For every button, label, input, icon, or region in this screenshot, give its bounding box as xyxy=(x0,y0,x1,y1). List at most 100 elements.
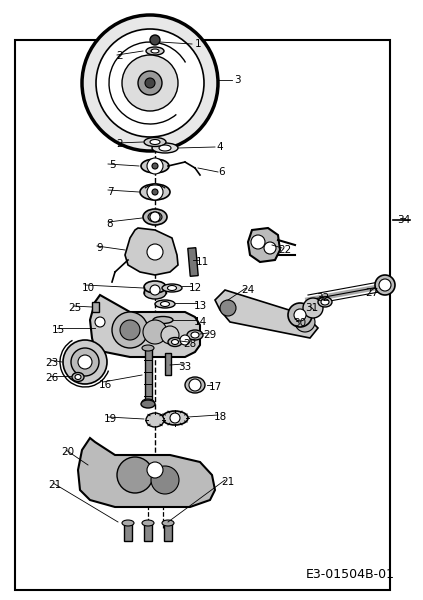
Text: 27: 27 xyxy=(365,288,379,298)
Circle shape xyxy=(180,335,190,345)
Text: 24: 24 xyxy=(242,285,255,295)
Ellipse shape xyxy=(151,49,159,53)
Circle shape xyxy=(220,300,236,316)
Ellipse shape xyxy=(168,337,182,346)
Text: 6: 6 xyxy=(219,167,225,177)
Text: 2: 2 xyxy=(117,51,124,61)
Text: 29: 29 xyxy=(203,330,217,340)
Circle shape xyxy=(303,298,323,318)
Ellipse shape xyxy=(160,301,170,307)
Circle shape xyxy=(150,35,160,45)
Circle shape xyxy=(143,320,167,344)
Circle shape xyxy=(96,29,204,137)
Text: 1: 1 xyxy=(195,39,201,49)
Circle shape xyxy=(150,285,160,295)
Ellipse shape xyxy=(187,330,203,340)
Text: 20: 20 xyxy=(61,447,74,457)
Ellipse shape xyxy=(146,47,164,55)
Ellipse shape xyxy=(75,374,81,379)
Text: 15: 15 xyxy=(51,325,65,335)
Ellipse shape xyxy=(144,137,166,146)
Text: 4: 4 xyxy=(217,142,223,152)
Ellipse shape xyxy=(153,317,173,323)
Ellipse shape xyxy=(142,345,154,351)
Text: 7: 7 xyxy=(107,187,113,197)
Circle shape xyxy=(147,244,163,260)
Ellipse shape xyxy=(162,284,182,292)
Text: 11: 11 xyxy=(195,257,209,267)
Text: 33: 33 xyxy=(179,362,192,372)
Text: 21: 21 xyxy=(221,477,235,487)
Circle shape xyxy=(375,275,395,295)
Circle shape xyxy=(251,235,265,249)
Bar xyxy=(165,353,171,375)
Circle shape xyxy=(71,348,99,376)
Circle shape xyxy=(152,189,158,195)
Circle shape xyxy=(63,340,107,384)
Ellipse shape xyxy=(185,377,205,393)
Ellipse shape xyxy=(155,300,175,308)
Circle shape xyxy=(145,78,155,88)
Text: 34: 34 xyxy=(397,215,411,225)
Circle shape xyxy=(150,212,160,222)
Bar xyxy=(144,523,152,541)
Circle shape xyxy=(379,279,391,291)
Text: 9: 9 xyxy=(97,243,103,253)
Circle shape xyxy=(78,355,92,369)
Text: 28: 28 xyxy=(184,339,197,349)
Bar xyxy=(91,302,99,312)
Text: 25: 25 xyxy=(69,303,82,313)
Circle shape xyxy=(147,158,163,174)
Text: 18: 18 xyxy=(213,412,227,422)
Text: E3-01504B-01: E3-01504B-01 xyxy=(305,569,395,581)
Ellipse shape xyxy=(143,209,167,225)
Text: 10: 10 xyxy=(82,283,95,293)
Ellipse shape xyxy=(144,281,166,293)
Text: 19: 19 xyxy=(103,414,117,424)
Ellipse shape xyxy=(318,297,332,307)
Polygon shape xyxy=(125,228,178,275)
Circle shape xyxy=(189,379,201,391)
Ellipse shape xyxy=(141,159,169,173)
Text: 2: 2 xyxy=(117,139,124,149)
Ellipse shape xyxy=(150,139,160,145)
Ellipse shape xyxy=(152,143,178,153)
Circle shape xyxy=(294,309,306,321)
Ellipse shape xyxy=(159,145,171,151)
Bar xyxy=(188,248,198,276)
Text: 22: 22 xyxy=(278,245,291,255)
Ellipse shape xyxy=(122,520,134,526)
Ellipse shape xyxy=(142,520,154,526)
Circle shape xyxy=(120,320,140,340)
Circle shape xyxy=(152,163,158,169)
Ellipse shape xyxy=(148,212,162,222)
Circle shape xyxy=(295,312,315,332)
Circle shape xyxy=(112,312,148,348)
Text: 16: 16 xyxy=(99,380,112,390)
Circle shape xyxy=(147,462,163,478)
Text: 31: 31 xyxy=(305,303,319,313)
Text: 26: 26 xyxy=(45,373,59,383)
Text: 5: 5 xyxy=(109,160,115,170)
Circle shape xyxy=(117,457,153,493)
Circle shape xyxy=(161,326,179,344)
Text: 8: 8 xyxy=(107,219,113,229)
Circle shape xyxy=(288,303,312,327)
Text: 32: 32 xyxy=(316,293,330,303)
Text: 23: 23 xyxy=(45,358,59,368)
Circle shape xyxy=(95,317,105,327)
Ellipse shape xyxy=(72,373,84,382)
Circle shape xyxy=(170,413,180,423)
Ellipse shape xyxy=(162,411,188,425)
Ellipse shape xyxy=(142,399,154,405)
Polygon shape xyxy=(78,438,215,507)
Polygon shape xyxy=(215,290,318,338)
Bar xyxy=(124,523,132,541)
Text: 13: 13 xyxy=(193,301,206,311)
Ellipse shape xyxy=(162,520,174,526)
Polygon shape xyxy=(90,295,200,357)
Circle shape xyxy=(122,55,178,111)
Bar xyxy=(164,523,172,541)
Text: 30: 30 xyxy=(294,318,307,328)
Ellipse shape xyxy=(191,332,199,338)
